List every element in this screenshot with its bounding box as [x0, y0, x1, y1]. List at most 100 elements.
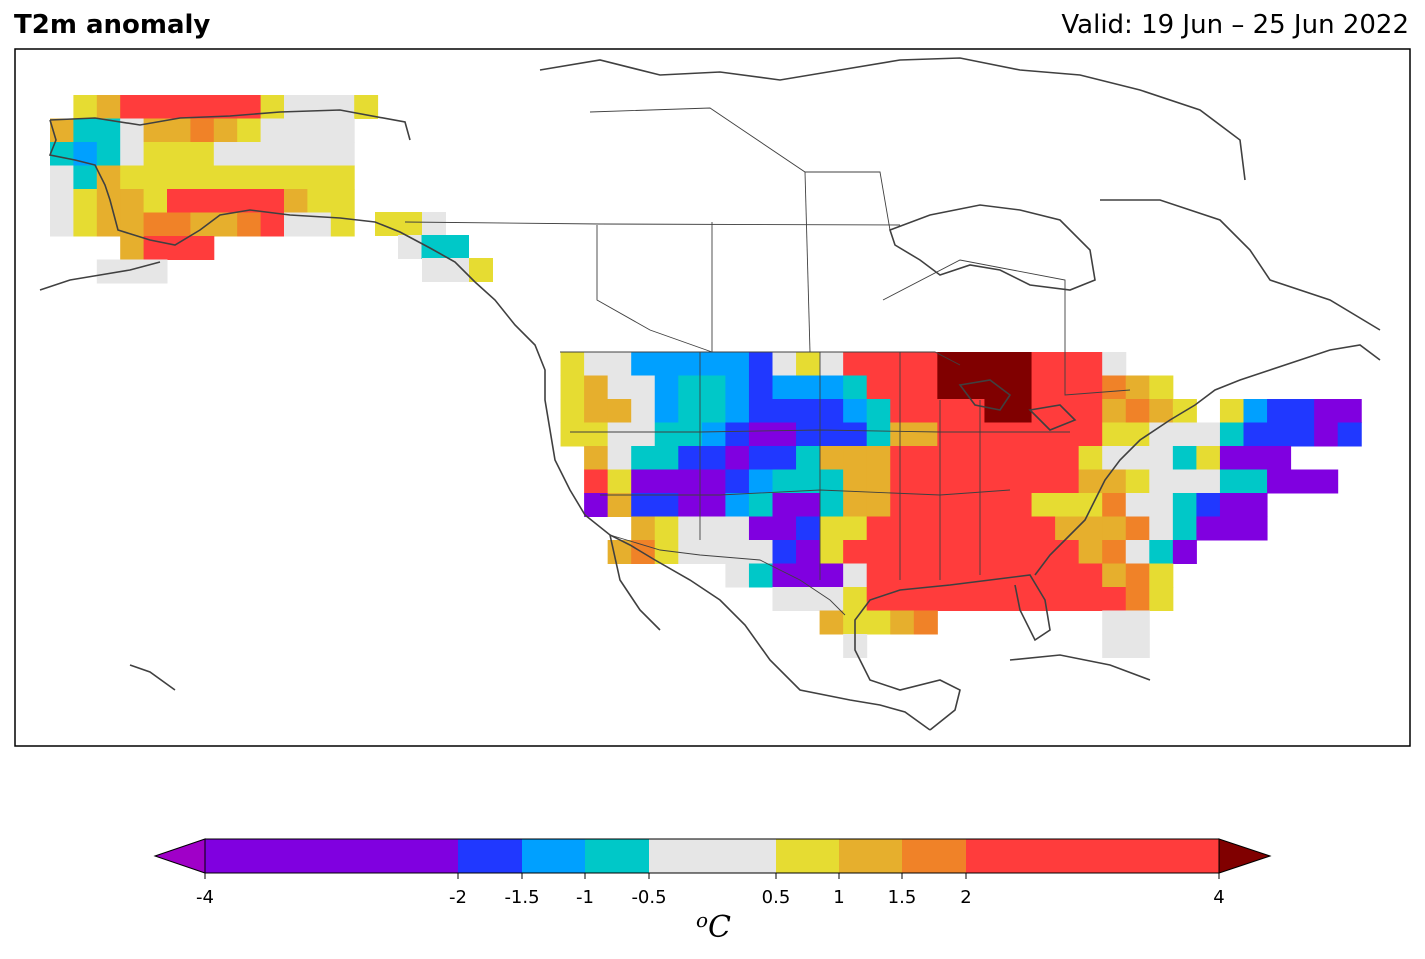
anomaly-cell: [1243, 493, 1268, 517]
anomaly-cell: [678, 422, 703, 447]
anomaly-cell: [960, 375, 985, 400]
anomaly-cell: [73, 142, 98, 166]
anomaly-cell: [725, 493, 750, 517]
anomaly-cell: [725, 375, 750, 400]
anomaly-cell: [1172, 469, 1197, 494]
anomaly-cell: [913, 352, 938, 376]
anomaly-cell: [772, 469, 797, 494]
anomaly-cell: [984, 375, 1009, 400]
anomaly-cell: [1031, 516, 1056, 541]
anomaly-cell: [913, 587, 938, 611]
anomaly-cell: [307, 212, 332, 237]
anomaly-cell: [1314, 469, 1339, 494]
anomaly-cell: [260, 212, 285, 237]
anomaly-cell: [701, 540, 726, 564]
anomaly-cell: [748, 563, 773, 588]
colorbar-bin: [458, 839, 522, 873]
anomaly-cell: [772, 493, 797, 517]
anomaly-cell: [120, 236, 145, 260]
anomaly-cell: [237, 165, 262, 190]
anomaly-cell: [1008, 516, 1033, 541]
anomaly-cell: [890, 540, 915, 564]
anomaly-cell: [284, 142, 308, 166]
anomaly-cell: [631, 352, 656, 376]
anomaly-cell: [120, 165, 145, 190]
anomaly-cell: [1102, 375, 1127, 400]
anomaly-cell: [1102, 610, 1127, 635]
anomaly-cell: [937, 516, 962, 541]
map-title: T2m anomaly: [14, 10, 211, 40]
anomaly-cell: [748, 375, 773, 400]
anomaly-cell: [1149, 587, 1174, 611]
anomaly-cell: [330, 189, 355, 213]
anomaly-cell: [584, 446, 609, 470]
anomaly-cell: [1219, 469, 1244, 494]
anomaly-cell: [631, 446, 656, 470]
anomaly-cell: [819, 422, 844, 447]
anomaly-cell: [120, 95, 145, 119]
anomaly-cell: [445, 235, 469, 259]
anomaly-cell: [307, 118, 332, 143]
anomaly-cell: [631, 399, 656, 423]
colorbar-bin: [966, 839, 1219, 873]
anomaly-cell: [1008, 399, 1033, 423]
anomaly-cell: [678, 540, 703, 564]
anomaly-cell: [1031, 352, 1056, 376]
anomaly-cell: [701, 446, 726, 470]
anomaly-cell: [1102, 540, 1127, 564]
anomaly-cell: [1172, 540, 1197, 564]
colorbar-bin: [839, 839, 902, 873]
anomaly-cell: [866, 493, 891, 517]
anomaly-cell: [937, 375, 962, 400]
anomaly-cell: [143, 165, 168, 190]
anomaly-cell: [190, 165, 215, 190]
anomaly-cell: [1172, 446, 1197, 470]
anomaly-cell: [330, 95, 355, 119]
anomaly-cell: [1243, 422, 1268, 447]
anomaly-cell: [913, 540, 938, 564]
anomaly-cell: [143, 142, 168, 166]
anomaly-cell: [654, 399, 679, 423]
anomaly-cell: [984, 422, 1009, 447]
anomaly-cell: [960, 422, 985, 447]
anomaly-cell: [237, 212, 262, 237]
anomaly-cell: [819, 493, 844, 517]
anomaly-cell: [422, 258, 446, 282]
anomaly-cell: [190, 95, 215, 119]
anomaly-cell: [937, 493, 962, 517]
anomaly-cell: [1078, 422, 1103, 447]
anomaly-cell: [819, 563, 844, 588]
anomaly-cell: [1008, 352, 1033, 376]
anomaly-cell: [913, 469, 938, 494]
colorbar-tick-label: -4: [196, 887, 214, 908]
anomaly-cell: [469, 258, 493, 282]
anomaly-cell: [843, 422, 868, 447]
anomaly-cell: [796, 493, 821, 517]
anomaly-cell: [1125, 610, 1150, 635]
colorbar-tick-label: 2: [960, 887, 971, 908]
anomaly-cell: [584, 469, 609, 494]
anomaly-cell: [1125, 375, 1150, 400]
anomaly-cell: [725, 399, 750, 423]
anomaly-cell: [725, 422, 750, 447]
anomaly-cell: [772, 446, 797, 470]
anomaly-cell: [143, 118, 168, 143]
colorbar-tick-label: -1.5: [504, 887, 539, 908]
anomaly-cell: [1243, 399, 1268, 423]
anomaly-cell: [1149, 540, 1174, 564]
anomaly-cell: [1243, 469, 1268, 494]
anomaly-cell: [960, 516, 985, 541]
anomaly-cell: [560, 375, 585, 400]
anomaly-cell: [937, 540, 962, 564]
anomaly-cell: [1055, 540, 1080, 564]
anomaly-cell: [748, 469, 773, 494]
anomaly-cell: [167, 189, 191, 213]
anomaly-cell: [654, 446, 679, 470]
anomaly-cell: [560, 422, 585, 447]
anomaly-cell: [120, 212, 145, 237]
anomaly-cell: [237, 189, 262, 213]
anomaly-cell: [1102, 493, 1127, 517]
colorbar-tick-label: 1: [833, 887, 844, 908]
anomaly-cell: [725, 446, 750, 470]
